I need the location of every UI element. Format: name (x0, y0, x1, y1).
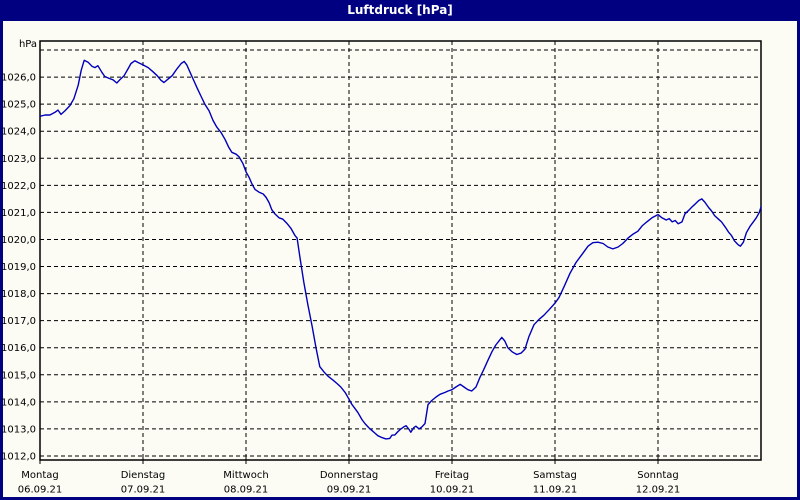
day-date-label: 09.09.21 (327, 485, 372, 496)
day-date-label: 11.09.21 (533, 485, 578, 496)
day-name-label: Dienstag (121, 470, 166, 481)
day-date-label: 10.09.21 (430, 485, 475, 496)
y-tick-label: 1026,0 (1, 73, 36, 84)
y-tick-label: 1025,0 (1, 100, 36, 111)
y-tick-label: 1022,0 (1, 181, 36, 192)
y-tick-label: 1023,0 (1, 154, 36, 165)
day-date-label: 08.09.21 (224, 485, 269, 496)
day-name-label: Montag (21, 470, 58, 481)
day-name-label: Donnerstag (320, 470, 378, 481)
y-tick-label: 1020,0 (1, 235, 36, 246)
y-tick-label: 1024,0 (1, 127, 36, 138)
y-axis-labels: 1012,0 1013,0 1014,0 1015,0 1016,0 1017,0 1018… (1, 73, 36, 463)
day-date-label: 12.09.21 (636, 485, 681, 496)
y-axis-unit-label: hPa (19, 39, 37, 50)
window-titlebar: Luftdruck [hPa] (0, 0, 800, 21)
h-gridlines (40, 49, 761, 457)
y-tick-label: 1018,0 (1, 289, 36, 300)
day-name-label: Mittwoch (223, 470, 268, 481)
plot-border (39, 40, 762, 461)
y-tick-label: 1019,0 (1, 262, 36, 273)
x-axis-ticks (39, 456, 659, 464)
day-date-label: 07.09.21 (121, 485, 166, 496)
y-tick-label: 1014,0 (1, 397, 36, 408)
y-tick-label: 1012,0 (1, 452, 36, 463)
x-axis-labels: Montag 06.09.21 Dienstag 07.09.21 Mittwoch 08… (18, 470, 681, 496)
pressure-line-series (39, 59, 762, 440)
day-name-label: Freitag (435, 470, 469, 481)
window-title: Luftdruck [hPa] (347, 3, 453, 17)
y-tick-label: 1017,0 (1, 316, 36, 327)
y-tick-label: 1021,0 (1, 208, 36, 219)
day-date-label: 06.09.21 (18, 485, 63, 496)
y-tick-label: 1016,0 (1, 343, 36, 354)
y-tick-label: 1015,0 (1, 370, 36, 381)
y-tick-label: 1013,0 (1, 424, 36, 435)
day-name-label: Sonntag (637, 470, 679, 481)
day-name-label: Samstag (533, 470, 577, 481)
